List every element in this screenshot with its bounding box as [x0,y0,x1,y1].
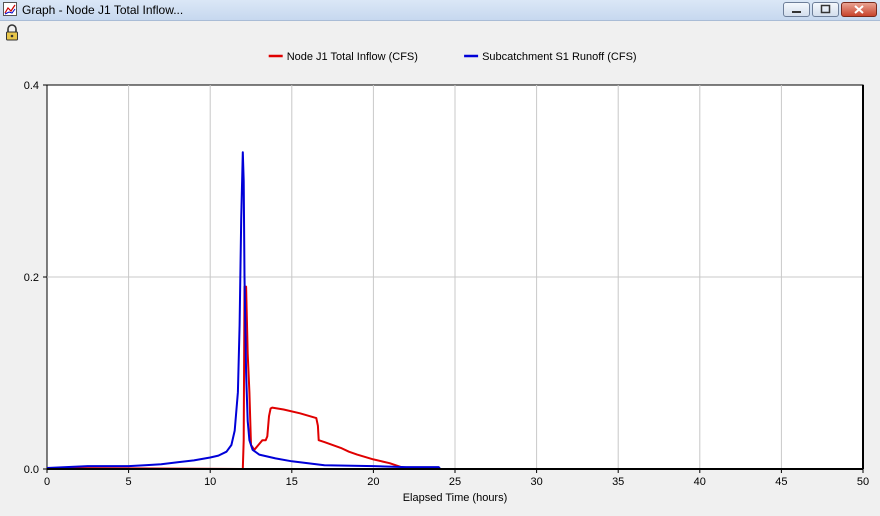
series-line-subcatchment-s1-runoff [46,151,831,470]
maximize-button[interactable] [812,2,839,17]
legend-label: Node J1 Total Inflow (CFS) [287,51,418,63]
window-title: Graph - Node J1 Total Inflow... [22,3,184,17]
lock-icon[interactable] [4,24,20,42]
legend-label: Subcatchment S1 Runoff (CFS) [482,51,636,63]
y-tick-label: 0.2 [24,272,39,284]
x-tick-label: 15 [286,476,298,488]
series-line-node-j1-inflow [46,285,831,470]
graph-icon [3,2,17,16]
grid-lines [47,85,863,469]
x-tick-label: 30 [530,476,542,488]
y-tick-label: 0.0 [24,464,39,476]
x-tick-label: 10 [204,476,216,488]
x-tick-label: 35 [612,476,624,488]
close-button[interactable] [841,2,877,17]
window-titlebar[interactable]: Graph - Node J1 Total Inflow... [0,0,880,21]
graph-chart: Node J1 Total Inflow (CFS) Subcatchment S… [24,51,869,504]
x-tick-label: 20 [367,476,379,488]
x-tick-label: 45 [775,476,787,488]
minimize-button[interactable] [783,2,810,17]
graph-toolbar [0,21,880,45]
x-tick-label: 25 [449,476,461,488]
x-tick-label: 40 [694,476,706,488]
x-tick-label: 50 [857,476,869,488]
y-tick-label: 0.4 [24,80,39,92]
close-icon [854,5,864,14]
x-tick-label: 5 [126,476,132,488]
chart-legend: Node J1 Total Inflow (CFS) Subcatchment S… [268,51,637,63]
x-tick-label: 0 [44,476,50,488]
x-axis-label: Elapsed Time (hours) [403,492,508,504]
chart-axes: 0 5 10 15 20 25 30 35 40 45 50 0.0 0.2 0.4 [24,80,869,488]
minimize-icon [792,11,801,13]
series-layer [46,151,831,470]
maximize-icon [820,4,831,14]
